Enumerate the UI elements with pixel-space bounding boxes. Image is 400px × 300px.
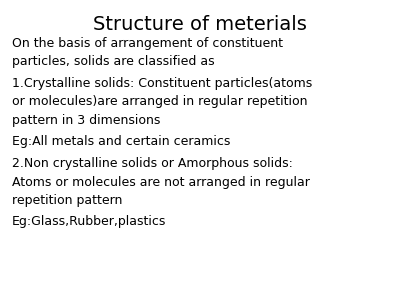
Text: repetition pattern: repetition pattern — [12, 194, 122, 207]
Text: pattern in 3 dimensions: pattern in 3 dimensions — [12, 114, 160, 127]
Text: 1.Crystalline solids: Constituent particles(atoms: 1.Crystalline solids: Constituent partic… — [12, 77, 312, 90]
Text: On the basis of arrangement of constituent: On the basis of arrangement of constitue… — [12, 37, 283, 50]
Text: 2.Non crystalline solids or Amorphous solids:: 2.Non crystalline solids or Amorphous so… — [12, 157, 293, 170]
Text: Eg:All metals and certain ceramics: Eg:All metals and certain ceramics — [12, 134, 230, 148]
Text: Atoms or molecules are not arranged in regular: Atoms or molecules are not arranged in r… — [12, 176, 310, 189]
Text: or molecules)are arranged in regular repetition: or molecules)are arranged in regular rep… — [12, 95, 308, 109]
Text: particles, solids are classified as: particles, solids are classified as — [12, 55, 215, 68]
Text: Structure of meterials: Structure of meterials — [93, 15, 307, 34]
Text: Eg:Glass,Rubber,plastics: Eg:Glass,Rubber,plastics — [12, 215, 166, 228]
